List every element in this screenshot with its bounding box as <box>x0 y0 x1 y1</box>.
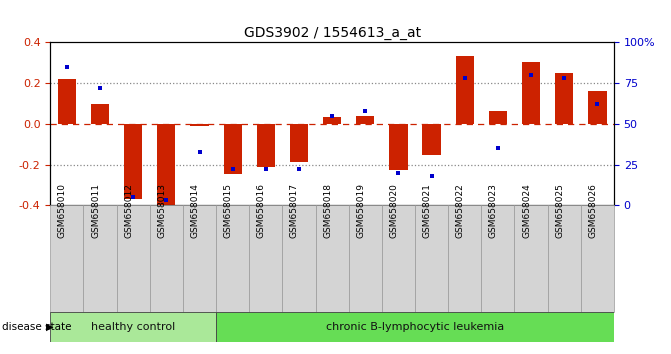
Bar <box>150 205 183 312</box>
Bar <box>50 312 216 342</box>
Bar <box>323 117 342 124</box>
Bar <box>91 104 109 124</box>
Bar <box>117 205 150 312</box>
Bar <box>83 205 117 312</box>
Bar <box>58 79 76 124</box>
Bar <box>488 111 507 124</box>
Text: GSM658016: GSM658016 <box>257 183 266 238</box>
Text: GSM658023: GSM658023 <box>489 183 498 238</box>
Text: ▶: ▶ <box>46 321 53 332</box>
Title: GDS3902 / 1554613_a_at: GDS3902 / 1554613_a_at <box>244 26 421 40</box>
Text: disease state: disease state <box>2 321 72 332</box>
Bar <box>389 124 407 170</box>
Bar <box>223 124 242 174</box>
Bar <box>423 124 441 155</box>
Text: GSM658026: GSM658026 <box>588 183 597 238</box>
Text: GSM658021: GSM658021 <box>423 183 431 238</box>
Bar <box>522 62 540 124</box>
Text: GSM658024: GSM658024 <box>522 183 531 238</box>
Bar <box>382 205 415 312</box>
Bar <box>216 205 249 312</box>
Bar <box>515 205 548 312</box>
Text: GSM658017: GSM658017 <box>290 183 299 238</box>
Text: GSM658022: GSM658022 <box>456 183 465 238</box>
Bar <box>548 205 581 312</box>
Bar <box>448 205 481 312</box>
Bar <box>157 124 176 205</box>
Bar <box>290 124 308 161</box>
Text: GSM658014: GSM658014 <box>191 183 199 238</box>
Text: GSM658018: GSM658018 <box>323 183 332 238</box>
Text: chronic B-lymphocytic leukemia: chronic B-lymphocytic leukemia <box>326 321 504 332</box>
Text: GSM658013: GSM658013 <box>158 183 166 238</box>
Text: GSM658020: GSM658020 <box>389 183 399 238</box>
Bar <box>282 205 315 312</box>
Text: GSM658011: GSM658011 <box>91 183 100 238</box>
Bar <box>581 205 614 312</box>
Bar <box>249 205 282 312</box>
Bar <box>257 124 275 167</box>
Bar <box>356 116 374 124</box>
Text: GSM658025: GSM658025 <box>555 183 564 238</box>
Bar <box>315 205 349 312</box>
Bar <box>183 205 216 312</box>
Bar <box>588 91 607 124</box>
Text: GSM658015: GSM658015 <box>223 183 233 238</box>
Bar <box>50 205 83 312</box>
Text: GSM658019: GSM658019 <box>356 183 365 238</box>
Text: GSM658012: GSM658012 <box>124 183 134 238</box>
Text: GSM658010: GSM658010 <box>58 183 67 238</box>
Bar <box>456 56 474 124</box>
Bar <box>481 205 515 312</box>
Bar <box>415 205 448 312</box>
Bar <box>191 124 209 126</box>
Text: healthy control: healthy control <box>91 321 175 332</box>
Bar <box>555 73 573 124</box>
Bar <box>216 312 614 342</box>
Bar <box>124 124 142 199</box>
Bar <box>349 205 382 312</box>
